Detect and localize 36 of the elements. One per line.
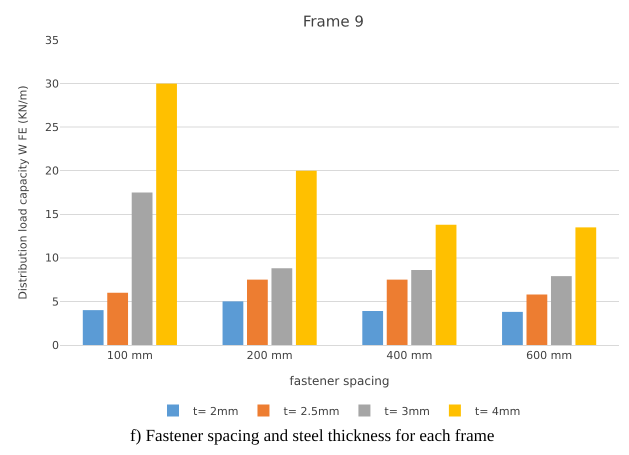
bar (550, 276, 572, 345)
y-tick-label: 35 (45, 34, 59, 47)
bar (526, 294, 548, 345)
x-tick-label: 100 mm (106, 349, 153, 362)
y-axis-title: Distribution load capacity W FE (KN/m) (16, 85, 30, 300)
legend-label: t= 2.5mm (283, 404, 340, 418)
text: f) Fastener spacing and steel thickness for each frame (130, 426, 494, 445)
bar (575, 227, 596, 345)
legend-label: t= 4mm (474, 404, 520, 418)
bar (411, 270, 432, 345)
chart-title: Frame 9 (302, 12, 364, 30)
x-axis-title: fastener spacing (289, 374, 390, 388)
bar (386, 280, 408, 345)
y-tick-label: 20 (45, 164, 59, 178)
legend-label: t= 3mm (384, 404, 430, 418)
y-tick-label: 30 (45, 77, 59, 90)
bar (82, 310, 104, 345)
bar (107, 292, 128, 345)
bar (271, 268, 292, 345)
y-tick-label: 25 (45, 120, 59, 134)
x-tick-label: 600 mm (526, 349, 572, 362)
bar (362, 311, 384, 345)
x-tick-label: 200 mm (246, 349, 293, 362)
x-tick-label: 400 mm (386, 349, 432, 362)
bar (436, 224, 456, 345)
bar (132, 192, 152, 345)
y-tick-label: 0 (52, 338, 59, 352)
y-tick-label: 15 (45, 208, 59, 222)
bar (247, 280, 268, 345)
bar (222, 301, 244, 345)
bar (156, 84, 177, 345)
bar (296, 170, 317, 345)
y-tick-label: 5 (52, 295, 59, 308)
y-tick-label: 10 (45, 252, 59, 265)
legend-label: t= 2mm (193, 404, 238, 418)
bar (502, 312, 523, 345)
